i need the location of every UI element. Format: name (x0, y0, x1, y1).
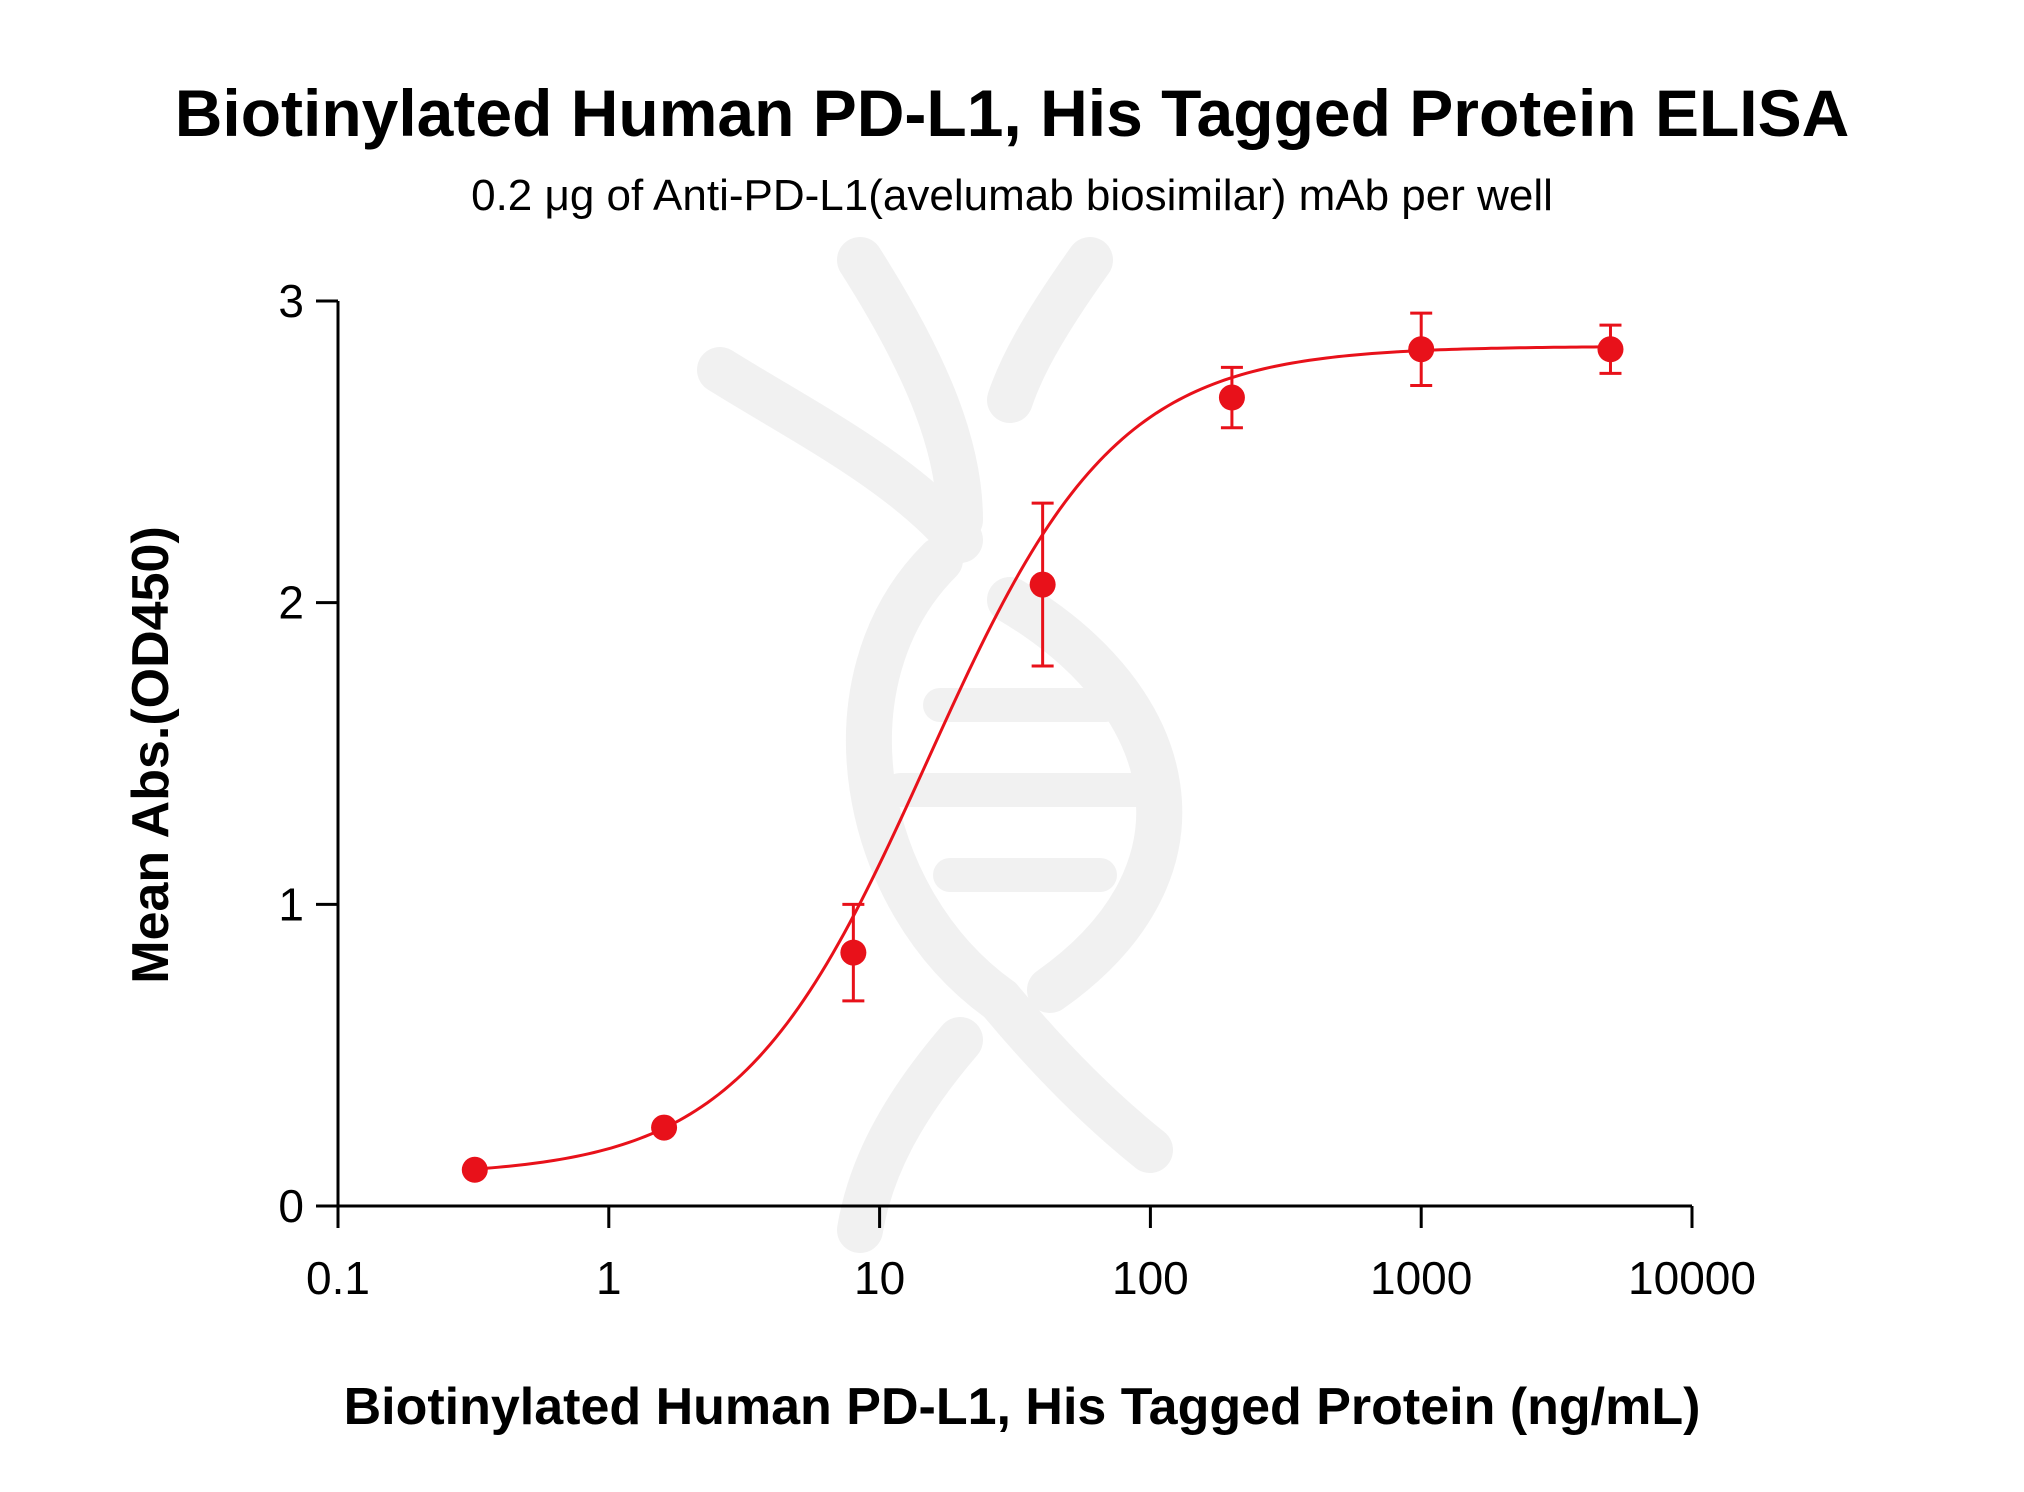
y-ticks: 0 1 2 3 (278, 275, 338, 1232)
data-point (1029, 571, 1056, 598)
y-tick-label: 0 (278, 1180, 304, 1232)
plot-area (461, 311, 1624, 1183)
x-tick-label: 1000 (1370, 1252, 1472, 1304)
y-tick-label: 2 (278, 577, 304, 629)
watermark-logo (697, 237, 1183, 1253)
data-point (461, 1156, 488, 1183)
y-tick-label: 1 (278, 878, 304, 930)
data-point (1597, 336, 1624, 363)
chart-subtitle: 0.2 μg of Anti-PD-L1(avelumab biosimilar… (471, 171, 1553, 220)
x-tick-label: 100 (1112, 1252, 1189, 1304)
data-point (1218, 384, 1245, 411)
x-axis-label: Biotinylated Human PD-L1, His Tagged Pro… (344, 1378, 1701, 1436)
data-point (840, 939, 867, 966)
axes: 0.1 1 10 100 1000 10000 0 1 2 3 (278, 275, 1756, 1304)
x-ticks: 0.1 1 10 100 1000 10000 (306, 1206, 1756, 1304)
x-tick-label: 10 (854, 1252, 905, 1304)
x-tick-label: 10000 (1628, 1252, 1756, 1304)
y-tick-label: 3 (278, 275, 304, 327)
y-axis-label: Mean Abs.(OD450) (122, 526, 180, 984)
x-tick-label: 0.1 (306, 1252, 370, 1304)
data-point (651, 1114, 678, 1141)
x-tick-label: 1 (596, 1252, 622, 1304)
data-point (1408, 336, 1435, 363)
chart-title: Biotinylated Human PD-L1, His Tagged Pro… (175, 76, 1850, 150)
